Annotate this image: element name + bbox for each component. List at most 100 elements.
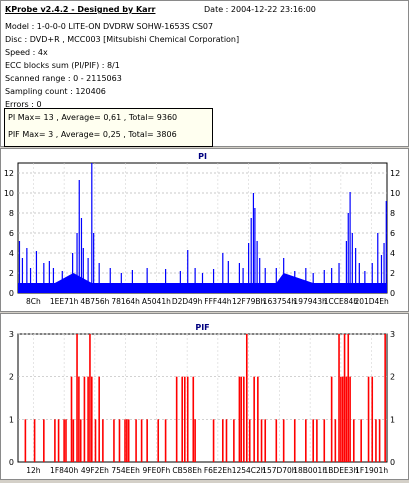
pi-xtick-label: 12F79Bh [232,297,266,306]
pi-bar [194,268,196,293]
pi-xtick-label: 1EE71h [50,297,79,306]
pi-ytick-left: 4 [9,249,14,258]
pi-ytick-left: 0 [9,289,14,298]
pi-bar [43,263,45,293]
pi-ytick-right: 4 [390,249,395,258]
pif-bar [305,419,307,462]
pif-bar [181,376,184,462]
pi-bar [72,253,74,293]
pi-bar [187,250,189,293]
pi-bar [380,255,383,293]
pi-bar [82,248,84,293]
ecc-line: ECC blocks sum (PI/PIF) : 8/1 [5,61,120,70]
pif-bar [127,419,130,462]
pi-bar [52,268,55,293]
pi-bar [259,258,261,293]
pif-bar [248,419,251,462]
pif-xtick-label: F6E2Eh [204,466,232,475]
pif-xtick-label: 9FE0Fh [143,466,171,475]
pi-ytick-left: 8 [9,209,14,218]
pi-bar [18,241,21,293]
summary-box: PI Max= 13 , Average= 0,61 , Total= 9360… [4,108,213,147]
pif-xtick-label: CB58Eh [172,466,202,475]
pif-xtick-label: 1F1901h [355,466,388,475]
pi-xtick-label: 4B756h [80,297,109,306]
pi-bar [242,268,244,293]
pi-bar [61,271,63,293]
speed-line: Speed : 4x [5,48,48,57]
pif-bar [98,376,100,462]
pif-bar [63,419,65,462]
pi-bar [91,163,93,293]
pi-ytick-right: 12 [390,169,400,178]
pi-bar [345,241,348,293]
app-title: KProbe v2.4.2 - Designed by Karr [5,5,156,14]
pi-chart-title: PI [198,152,207,161]
pif-bar [338,334,340,462]
pi-bar [264,268,266,293]
pi-ytick-right: 6 [390,229,395,238]
pif-bar [257,376,259,462]
pi-xtick-label: D2D49h [172,297,203,306]
pi-bar [252,193,255,293]
pi-bar [29,268,32,293]
pif-bar [225,419,228,462]
pi-bar [21,258,24,293]
pi-ytick-left: 10 [4,189,14,198]
pif-bar [43,419,45,462]
pif-bar [375,419,377,462]
pif-bar [24,419,27,462]
pif-bar [79,419,82,462]
pi-bar [212,269,215,293]
pif-bar [260,419,263,462]
pif-bar [243,376,245,462]
pi-bar [80,218,83,293]
pif-bar [212,419,215,462]
pi-bar [250,218,252,293]
pif-bar [140,419,143,462]
pif-bar [33,419,36,462]
pif-bar [126,419,128,462]
pi-bar [256,241,258,293]
pif-bar [343,334,346,462]
pif-xtick-label: 157D70h [262,466,297,475]
pi-bar [48,261,50,293]
pif-bar [78,376,80,462]
model-line: Model : 1-0-0-0 LITE-ON DVDRW SOHW-1653S… [5,22,214,31]
pif-chart: PIF 0 0 1 1 2 2 3 3 12h 1F840h 49F2Eh 754EEh 9FE0Fh CB… [9,323,395,475]
pif-bar [221,419,224,462]
pif-ytick-right: 2 [390,373,395,382]
pi-bar [305,268,307,293]
pi-bar [120,273,122,293]
pif-bar [113,419,115,462]
pif-xtick-label: 1254C2h [232,466,266,475]
pif-bar [264,419,267,462]
pi-bar [98,263,100,293]
pi-bar [76,233,78,293]
pi-xtick-label: 1CCE84h [324,297,359,306]
pif-bar [293,419,296,462]
pi-bar [78,180,80,293]
pif-bar [146,419,148,462]
pi-bar [275,268,277,293]
pi-bar [283,258,285,293]
pi-summary: PI Max= 13 , Average= 0,61 , Total= 9360 [8,113,178,122]
pif-xtick-label: 49F2Eh [81,466,109,475]
disc-line: Disc : DVD+R , MCC003 [Mitsubishi Chemic… [5,35,240,44]
pif-bar [323,419,326,462]
pi-bar [349,192,351,293]
pif-xtick-label: 754EEh [111,466,140,475]
pif-ytick-left: 3 [9,330,14,339]
pif-bar [245,334,248,462]
pif-chart-panel: PIF 0 0 1 1 2 2 3 3 12h 1F840h 49F2Eh 754EEh 9FE0Fh CB… [0,313,409,480]
pi-chart: PI 0 0 2 2 4 4 6 6 8 8 10 10 12 12 8Ch 1EE71h 4B756h 78164… [4,152,400,306]
pif-bar [83,376,86,462]
pi-bar [323,270,325,293]
pi-bar [179,271,181,293]
pi-bar [248,243,250,293]
pif-chart-title: PIF [195,323,209,332]
pi-bar [351,233,353,293]
pi-bar [347,213,349,293]
pif-bar [345,376,348,462]
pi-xtick-label: 78164h [111,297,140,306]
